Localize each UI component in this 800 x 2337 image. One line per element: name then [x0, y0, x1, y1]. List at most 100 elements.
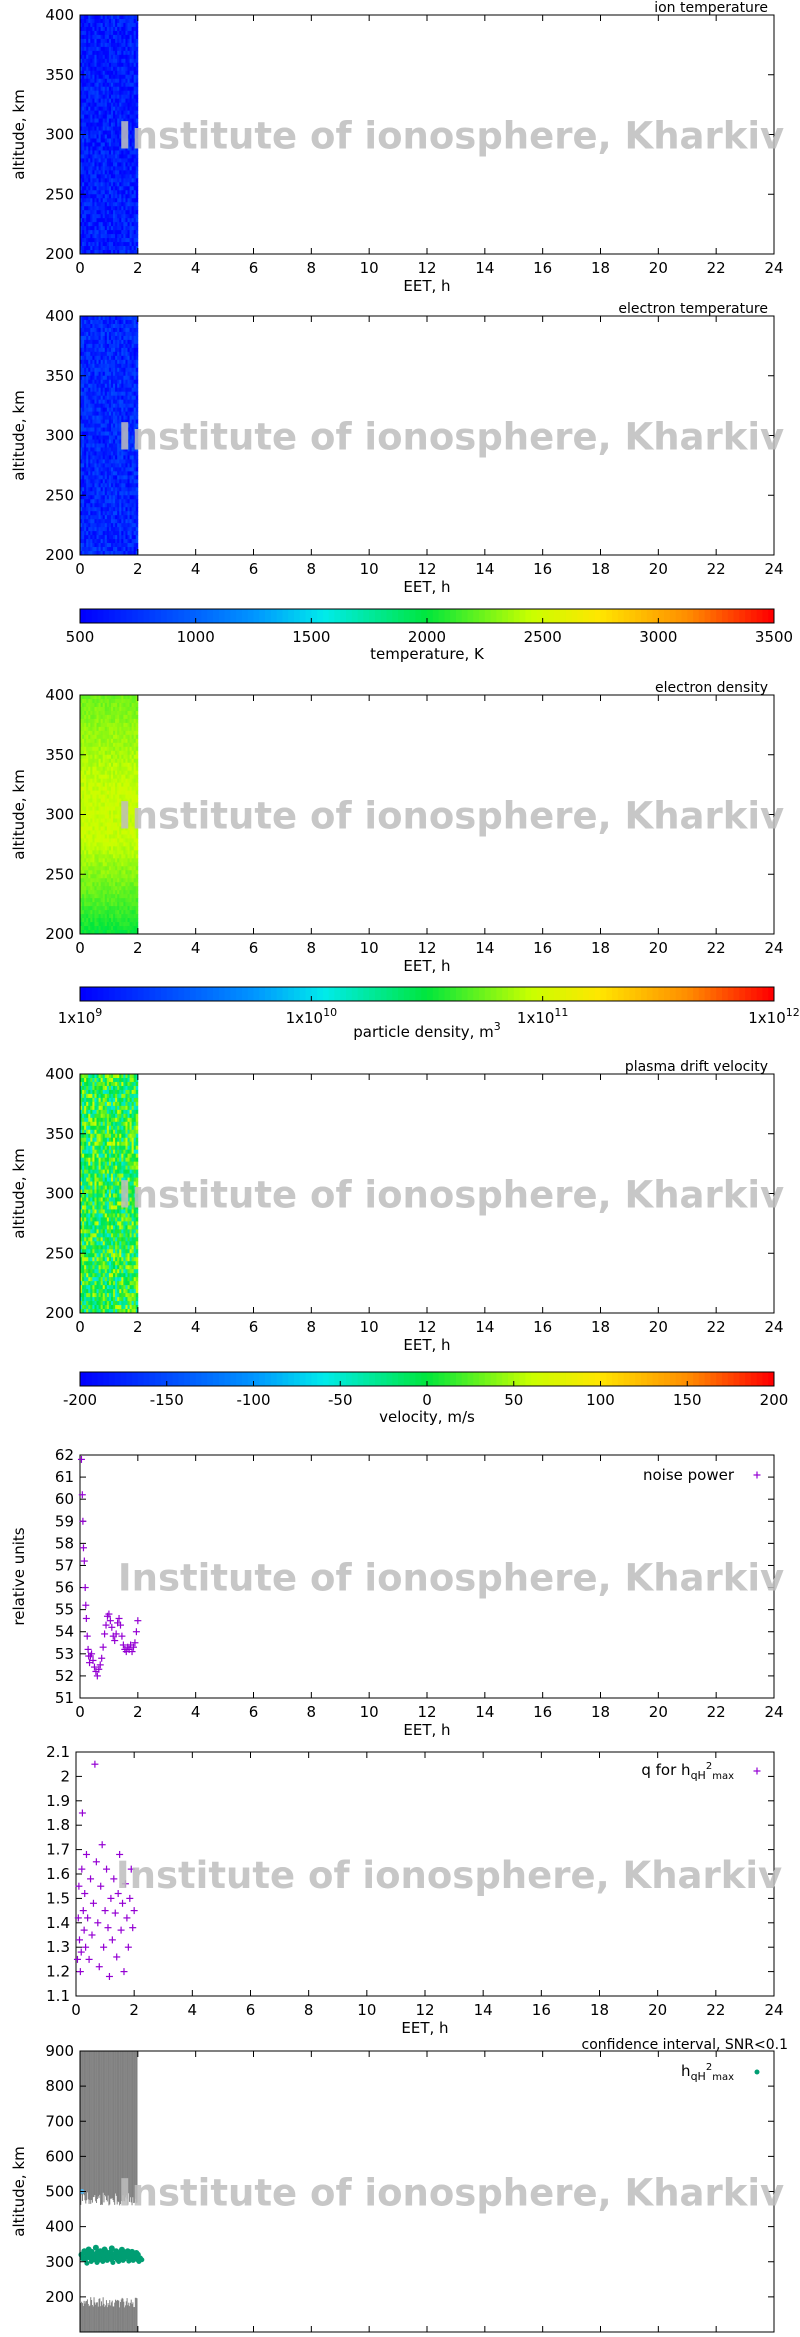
heat-cell	[127, 30, 130, 36]
x-tick-label: 0	[75, 259, 85, 277]
heat-cell	[84, 15, 87, 20]
heat-cell	[98, 826, 102, 831]
heat-cell	[106, 102, 110, 108]
heat-cell	[125, 910, 128, 915]
heat-cell	[131, 335, 135, 341]
heat-cell	[104, 399, 108, 405]
heat-cell	[108, 166, 112, 171]
heat-cell	[88, 202, 91, 207]
heat-cell	[92, 130, 95, 135]
heat-cell	[104, 395, 108, 401]
heat-cell	[98, 50, 102, 56]
heat-cell	[125, 451, 128, 456]
heat-cell	[123, 818, 126, 823]
heat-cell	[110, 387, 114, 393]
heat-cell	[123, 94, 126, 100]
heat-cell	[90, 154, 93, 159]
heat-cell	[88, 86, 91, 92]
heat-cell	[102, 130, 106, 135]
heat-cell	[94, 539, 97, 544]
heat-cell	[88, 178, 91, 183]
heat-cell	[88, 98, 91, 104]
heat-cell	[88, 906, 91, 911]
heat-cell	[113, 343, 116, 349]
heat-cell	[82, 830, 85, 835]
heat-cell	[133, 242, 137, 247]
heat-cell	[102, 226, 106, 231]
heat-cell	[94, 102, 97, 108]
heat-cell	[96, 106, 99, 111]
heat-cell	[108, 367, 112, 373]
heat-cell	[84, 495, 87, 500]
heat-cell	[86, 718, 89, 724]
heat-cell	[115, 86, 118, 92]
heat-cell	[127, 463, 130, 468]
heat-cell	[115, 34, 118, 40]
heat-cell	[90, 758, 93, 764]
heat-cell	[96, 870, 99, 875]
heat-cell	[133, 134, 137, 139]
heat-cell	[90, 750, 93, 756]
heat-cell	[84, 82, 87, 88]
heat-cell	[119, 870, 122, 875]
heat-cell	[84, 810, 87, 815]
heat-cell	[129, 774, 133, 780]
heat-cell	[86, 898, 89, 903]
heat-cell	[117, 411, 120, 416]
heat-cell	[100, 34, 104, 40]
heat-cell	[102, 415, 106, 420]
heat-cell	[125, 15, 128, 20]
heat-cell	[82, 722, 85, 728]
heat-cell	[84, 166, 87, 171]
heat-cell	[102, 467, 106, 472]
heat-cell	[127, 515, 130, 520]
y-tick-label: 250	[45, 185, 74, 203]
heat-cell	[110, 922, 114, 927]
heat-cell	[110, 850, 114, 855]
heat-cell	[100, 375, 104, 381]
heat-cell	[98, 335, 102, 341]
heat-cell	[102, 94, 106, 100]
heat-cell	[127, 335, 130, 341]
heat-cell	[127, 826, 130, 831]
heat-cell	[80, 415, 83, 420]
heat-cell	[106, 94, 110, 100]
heat-cell	[86, 451, 89, 456]
heat-cell	[115, 214, 118, 219]
heat-cell	[92, 126, 95, 131]
heat-cell	[110, 178, 114, 183]
heat-cell	[84, 874, 87, 879]
heat-cell	[127, 898, 130, 903]
heat-cell	[127, 894, 130, 899]
heat-cell	[117, 798, 120, 803]
heat-cell	[113, 439, 116, 444]
heat-cell	[82, 746, 85, 752]
heat-cell	[90, 238, 93, 243]
heat-cell	[106, 166, 110, 171]
heat-cell	[102, 138, 106, 143]
heat-cell	[88, 726, 91, 732]
heat-cell	[82, 54, 85, 60]
heat-cell	[82, 90, 85, 96]
heat-cell	[104, 46, 108, 52]
heat-cell	[86, 874, 89, 879]
heat-cell	[106, 391, 110, 397]
heat-cell	[90, 210, 93, 215]
heat-cell	[80, 910, 83, 915]
heat-cell	[98, 830, 102, 835]
heat-cell	[80, 842, 83, 847]
heat-cell	[80, 15, 83, 20]
heat-cell	[92, 15, 95, 20]
heat-cell	[131, 166, 135, 171]
heat-cell	[117, 902, 120, 907]
heat-cell	[121, 483, 124, 488]
heat-cell	[108, 902, 112, 907]
heat-cell	[110, 475, 114, 480]
heat-cell	[84, 894, 87, 899]
heat-cell	[123, 451, 126, 456]
heat-cell	[133, 359, 137, 365]
heat-cell	[115, 66, 118, 72]
heat-cell	[92, 810, 95, 815]
heat-cell	[121, 914, 124, 919]
heat-cell	[123, 551, 126, 556]
